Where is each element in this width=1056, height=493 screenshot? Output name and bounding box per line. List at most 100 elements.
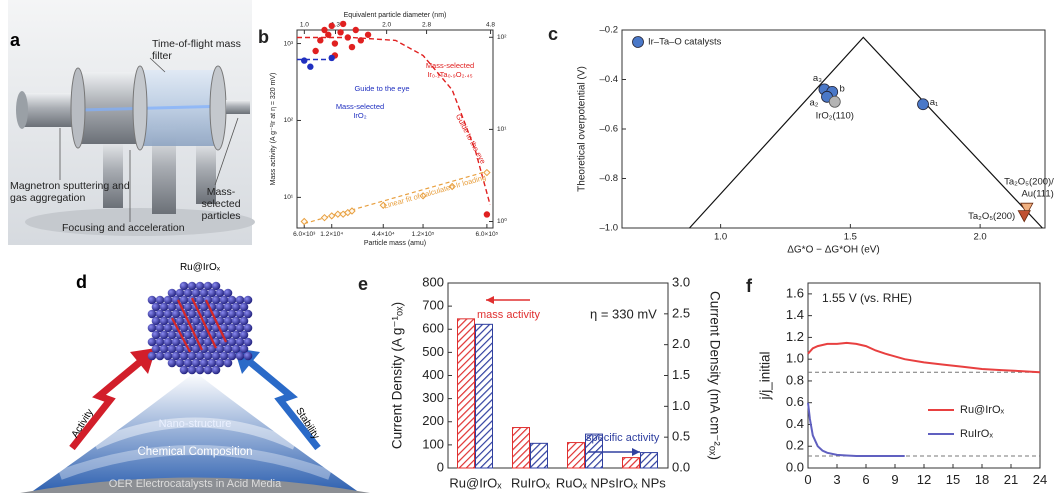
x-tick-label: RuIrOₓ bbox=[511, 475, 551, 490]
point bbox=[348, 207, 356, 215]
x2-axis-label: Equivalent particle diameter (nm) bbox=[344, 12, 447, 19]
atom bbox=[199, 358, 209, 368]
x-tick-label: RuOₓ NPs bbox=[556, 475, 616, 490]
y-axis-label: Theoretical overpotential (V) bbox=[577, 66, 588, 192]
reference-point bbox=[1020, 202, 1034, 216]
legend-label: RuIrOₓ bbox=[960, 428, 993, 440]
point bbox=[328, 212, 336, 220]
atom bbox=[239, 344, 249, 354]
atom bbox=[187, 365, 197, 375]
tick-label: 2.0 bbox=[672, 336, 690, 351]
atom bbox=[207, 288, 217, 298]
atom bbox=[219, 295, 229, 305]
atom bbox=[167, 330, 177, 340]
atom bbox=[199, 344, 209, 354]
tick-label: 4.4×10⁴ bbox=[372, 231, 395, 238]
atom bbox=[167, 288, 177, 298]
callout: Time-of-flight mass filter bbox=[152, 38, 241, 63]
atom bbox=[231, 316, 241, 326]
atom bbox=[163, 337, 173, 347]
reference-point bbox=[828, 95, 841, 108]
atom bbox=[215, 288, 225, 298]
callout: Magnetron sputtering and gas aggregation bbox=[10, 180, 130, 205]
atom bbox=[223, 330, 233, 340]
annotation: η = 330 mV bbox=[590, 306, 657, 321]
ru-core bbox=[191, 297, 217, 349]
tick-label: 1.0 bbox=[672, 398, 690, 413]
atom bbox=[239, 316, 249, 326]
atom bbox=[155, 351, 165, 361]
tick-label: 10³ bbox=[284, 40, 294, 47]
chart-title: 1.55 V (vs. RHE) bbox=[822, 291, 912, 305]
atom bbox=[151, 302, 161, 312]
atom bbox=[151, 316, 161, 326]
atom bbox=[147, 337, 157, 347]
point bbox=[328, 22, 335, 30]
point bbox=[419, 192, 427, 200]
atom bbox=[227, 337, 237, 347]
x-tick-label: IrOₓ NPs bbox=[615, 475, 666, 490]
atom bbox=[195, 351, 205, 361]
tick-label: 10⁰ bbox=[497, 217, 507, 225]
atom bbox=[207, 344, 217, 354]
atom bbox=[231, 330, 241, 340]
atom bbox=[223, 358, 233, 368]
tick-label: 3.0 bbox=[672, 274, 690, 289]
point bbox=[320, 213, 329, 222]
atom bbox=[199, 330, 209, 340]
tick-label: 6.0×10⁵ bbox=[476, 231, 499, 238]
tick-label: 0.6 bbox=[786, 394, 804, 409]
atom bbox=[187, 309, 197, 319]
point bbox=[307, 63, 314, 70]
tick-label: 0 bbox=[437, 459, 444, 474]
panel-label: f bbox=[746, 276, 753, 296]
tick-label: 600 bbox=[422, 321, 444, 336]
tick-label: 700 bbox=[422, 298, 444, 313]
tick-label: –0.4 bbox=[600, 74, 619, 85]
fit-line bbox=[304, 170, 488, 225]
atom bbox=[223, 302, 233, 312]
panel-label: c bbox=[548, 24, 558, 44]
tick-label: 2.0 bbox=[382, 22, 391, 29]
callout: Mass-selected particles bbox=[201, 186, 241, 223]
y2-axis-label: Current Density (mA cm⁻²ₒₓ) bbox=[707, 291, 722, 460]
atom bbox=[227, 309, 237, 319]
bar bbox=[585, 433, 603, 469]
reference-label: Ta₂O₅(200)/ bbox=[1004, 177, 1054, 188]
atom bbox=[195, 365, 205, 375]
atom bbox=[223, 316, 233, 326]
atom bbox=[243, 351, 253, 361]
atom bbox=[183, 358, 193, 368]
atom bbox=[147, 323, 157, 333]
atom bbox=[163, 309, 173, 319]
atom bbox=[239, 330, 249, 340]
point bbox=[312, 47, 319, 55]
atom bbox=[203, 351, 213, 361]
atom bbox=[191, 358, 201, 368]
atom bbox=[243, 337, 253, 347]
atom bbox=[155, 309, 165, 319]
tick-label: 21 bbox=[1004, 472, 1018, 487]
point bbox=[917, 98, 929, 111]
atom bbox=[179, 295, 189, 305]
point bbox=[483, 211, 491, 218]
tick-label: 9 bbox=[891, 472, 898, 487]
atom bbox=[211, 295, 221, 305]
plot-frame bbox=[807, 282, 1041, 469]
atom bbox=[155, 295, 165, 305]
reference-label: Au(111) bbox=[1021, 189, 1053, 200]
atom bbox=[167, 358, 177, 368]
atom bbox=[167, 344, 177, 354]
atom bbox=[231, 302, 241, 312]
line bbox=[807, 341, 1041, 374]
tick-label: 6.0×10³ bbox=[293, 231, 316, 238]
tick-label: 1.0 bbox=[300, 22, 309, 29]
bar bbox=[567, 442, 585, 469]
atom bbox=[175, 344, 185, 354]
atom bbox=[159, 344, 169, 354]
atom bbox=[191, 288, 201, 298]
point bbox=[483, 168, 491, 177]
atom bbox=[183, 330, 193, 340]
atom bbox=[231, 344, 241, 354]
